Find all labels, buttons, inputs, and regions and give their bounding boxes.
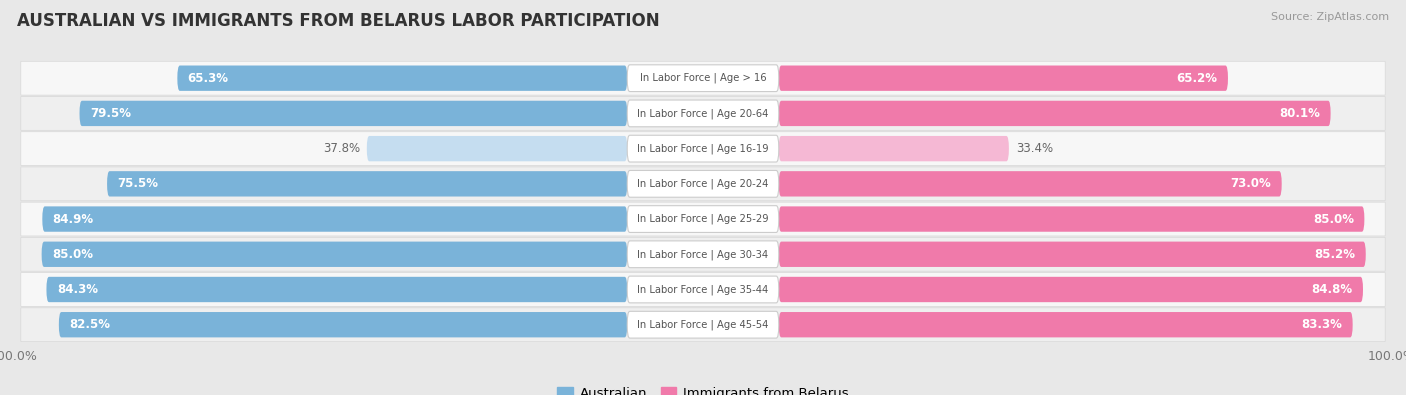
Text: In Labor Force | Age 30-34: In Labor Force | Age 30-34 — [637, 249, 769, 260]
FancyBboxPatch shape — [80, 101, 627, 126]
FancyBboxPatch shape — [779, 136, 1010, 161]
Text: In Labor Force | Age 45-54: In Labor Force | Age 45-54 — [637, 320, 769, 330]
FancyBboxPatch shape — [21, 132, 1385, 166]
Legend: Australian, Immigrants from Belarus: Australian, Immigrants from Belarus — [553, 382, 853, 395]
FancyBboxPatch shape — [59, 312, 627, 337]
Text: Source: ZipAtlas.com: Source: ZipAtlas.com — [1271, 12, 1389, 22]
FancyBboxPatch shape — [779, 66, 1227, 91]
FancyBboxPatch shape — [779, 101, 1330, 126]
Text: 75.5%: 75.5% — [117, 177, 159, 190]
Text: AUSTRALIAN VS IMMIGRANTS FROM BELARUS LABOR PARTICIPATION: AUSTRALIAN VS IMMIGRANTS FROM BELARUS LA… — [17, 12, 659, 30]
Text: 84.3%: 84.3% — [56, 283, 98, 296]
FancyBboxPatch shape — [42, 242, 627, 267]
Text: 84.9%: 84.9% — [52, 213, 94, 226]
Text: In Labor Force | Age 20-64: In Labor Force | Age 20-64 — [637, 108, 769, 118]
FancyBboxPatch shape — [367, 136, 627, 161]
Text: 85.2%: 85.2% — [1315, 248, 1355, 261]
Text: In Labor Force | Age 16-19: In Labor Force | Age 16-19 — [637, 143, 769, 154]
FancyBboxPatch shape — [627, 100, 779, 127]
Text: 33.4%: 33.4% — [1015, 142, 1053, 155]
Text: In Labor Force | Age > 16: In Labor Force | Age > 16 — [640, 73, 766, 83]
FancyBboxPatch shape — [779, 312, 1353, 337]
FancyBboxPatch shape — [627, 241, 779, 268]
Text: 85.0%: 85.0% — [52, 248, 93, 261]
FancyBboxPatch shape — [21, 237, 1385, 271]
Text: 85.0%: 85.0% — [1313, 213, 1354, 226]
Text: In Labor Force | Age 35-44: In Labor Force | Age 35-44 — [637, 284, 769, 295]
FancyBboxPatch shape — [779, 171, 1282, 197]
Text: 65.2%: 65.2% — [1177, 71, 1218, 85]
FancyBboxPatch shape — [779, 206, 1364, 232]
FancyBboxPatch shape — [627, 276, 779, 303]
FancyBboxPatch shape — [627, 135, 779, 162]
FancyBboxPatch shape — [21, 273, 1385, 307]
FancyBboxPatch shape — [107, 171, 627, 197]
Text: 65.3%: 65.3% — [187, 71, 229, 85]
FancyBboxPatch shape — [21, 202, 1385, 236]
Text: 80.1%: 80.1% — [1279, 107, 1320, 120]
FancyBboxPatch shape — [627, 171, 779, 197]
FancyBboxPatch shape — [21, 167, 1385, 201]
Text: 37.8%: 37.8% — [323, 142, 360, 155]
FancyBboxPatch shape — [779, 277, 1362, 302]
Text: In Labor Force | Age 25-29: In Labor Force | Age 25-29 — [637, 214, 769, 224]
FancyBboxPatch shape — [779, 242, 1365, 267]
FancyBboxPatch shape — [46, 277, 627, 302]
FancyBboxPatch shape — [21, 61, 1385, 95]
FancyBboxPatch shape — [21, 308, 1385, 342]
Text: 84.8%: 84.8% — [1312, 283, 1353, 296]
FancyBboxPatch shape — [627, 65, 779, 92]
FancyBboxPatch shape — [21, 96, 1385, 130]
FancyBboxPatch shape — [42, 206, 627, 232]
Text: 82.5%: 82.5% — [69, 318, 110, 331]
Text: 83.3%: 83.3% — [1302, 318, 1343, 331]
Text: In Labor Force | Age 20-24: In Labor Force | Age 20-24 — [637, 179, 769, 189]
FancyBboxPatch shape — [177, 66, 627, 91]
Text: 73.0%: 73.0% — [1230, 177, 1271, 190]
FancyBboxPatch shape — [627, 311, 779, 338]
FancyBboxPatch shape — [627, 206, 779, 232]
Text: 79.5%: 79.5% — [90, 107, 131, 120]
